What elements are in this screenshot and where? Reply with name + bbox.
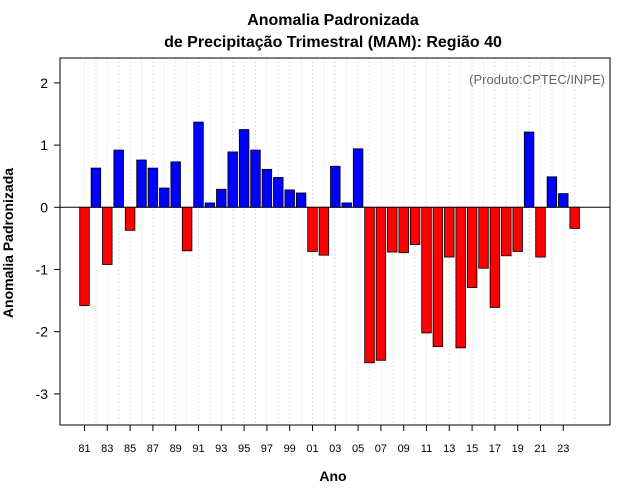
bar-04 xyxy=(341,202,352,208)
x-tick-label: 01 xyxy=(306,443,318,455)
bar-06 xyxy=(364,206,375,364)
chart-subtitle: de Precipitação Trimestral (MAM): Região… xyxy=(164,34,502,51)
bar-18 xyxy=(501,206,512,257)
bar-02 xyxy=(318,206,330,256)
bar-00 xyxy=(295,192,307,208)
y-tick-label: 0 xyxy=(40,199,48,215)
x-tick-label: 19 xyxy=(512,443,524,455)
y-tick-label: -3 xyxy=(36,386,49,402)
x-tick-label: 91 xyxy=(192,443,204,455)
x-tick-label: 93 xyxy=(215,443,227,455)
x-tick-label: 13 xyxy=(443,443,455,455)
bar-09 xyxy=(398,206,409,254)
bar-23 xyxy=(558,193,569,208)
y-tick-label: -2 xyxy=(36,324,49,340)
bar-90 xyxy=(181,206,193,252)
bar-10 xyxy=(409,206,421,246)
y-axis-label: Anomalia Padronizada xyxy=(0,168,16,318)
x-tick-label: 05 xyxy=(352,443,364,455)
bar-13 xyxy=(444,206,455,258)
x-tick-label: 89 xyxy=(170,443,182,455)
bar-08 xyxy=(387,206,398,253)
bar-12 xyxy=(432,206,444,348)
bar-20 xyxy=(523,131,535,208)
bar-03 xyxy=(330,165,341,208)
bar-16 xyxy=(478,206,489,269)
bar-83 xyxy=(102,206,113,265)
plot-frame xyxy=(59,57,611,426)
bar-97 xyxy=(261,168,273,208)
bar-89 xyxy=(170,161,181,208)
bar-17 xyxy=(489,206,501,308)
bar-07 xyxy=(375,206,387,361)
bar-22 xyxy=(546,176,558,208)
bar-93 xyxy=(216,188,227,208)
bar-81 xyxy=(79,206,90,306)
credit-text: (Produto:CPTEC/INPE) xyxy=(469,72,605,87)
x-tick-label: 81 xyxy=(78,443,90,455)
bar-96 xyxy=(250,149,261,208)
bar-92 xyxy=(204,202,216,208)
x-tick-label: 11 xyxy=(421,443,432,455)
y-tick-label: 2 xyxy=(40,75,48,91)
bars xyxy=(79,121,580,364)
chart-title: Anomalia Padronizada xyxy=(247,12,419,29)
bar-05 xyxy=(352,148,364,208)
y-tick-label: -1 xyxy=(36,261,49,277)
y-axis: -3 -2 -1 0 1 2 xyxy=(36,75,60,402)
bar-87 xyxy=(147,167,159,208)
bar-94 xyxy=(227,151,238,208)
x-tick-label: 85 xyxy=(124,443,136,455)
bar-21 xyxy=(535,206,546,258)
x-tick-label: 17 xyxy=(489,443,501,455)
bar-11 xyxy=(421,206,432,334)
bar-24 xyxy=(569,206,580,229)
bar-86 xyxy=(136,159,147,208)
x-tick-label: 09 xyxy=(398,443,410,455)
bar-84 xyxy=(113,149,124,208)
x-tick-label: 23 xyxy=(557,443,569,455)
y-tick-label: 1 xyxy=(40,137,48,153)
bar-91 xyxy=(193,121,204,208)
x-tick-label: 95 xyxy=(238,443,250,455)
x-tick-label: 15 xyxy=(466,443,478,455)
x-axis: 81 83 85 87 89 91 93 95 97 99 01 03 05 07 09 11 13 15 17 19… xyxy=(78,425,569,455)
x-tick-label: 07 xyxy=(375,443,387,455)
bar-82 xyxy=(90,167,102,208)
x-tick-label: 83 xyxy=(101,443,113,455)
bar-99 xyxy=(284,189,295,208)
x-tick-label: 03 xyxy=(329,443,341,455)
x-tick-label: 97 xyxy=(261,443,273,455)
x-tick-label: 87 xyxy=(147,443,159,455)
x-tick-label: 99 xyxy=(284,443,296,455)
x-tick-label: 21 xyxy=(534,443,546,455)
x-axis-label: Ano xyxy=(319,468,346,484)
bar-88 xyxy=(159,187,170,208)
bar-15 xyxy=(466,206,478,288)
bar-98 xyxy=(273,177,284,208)
bar-95 xyxy=(238,129,250,208)
bar-19 xyxy=(512,206,523,252)
bar-14 xyxy=(455,206,466,349)
bar-85 xyxy=(124,206,136,231)
bar-01 xyxy=(307,206,318,252)
